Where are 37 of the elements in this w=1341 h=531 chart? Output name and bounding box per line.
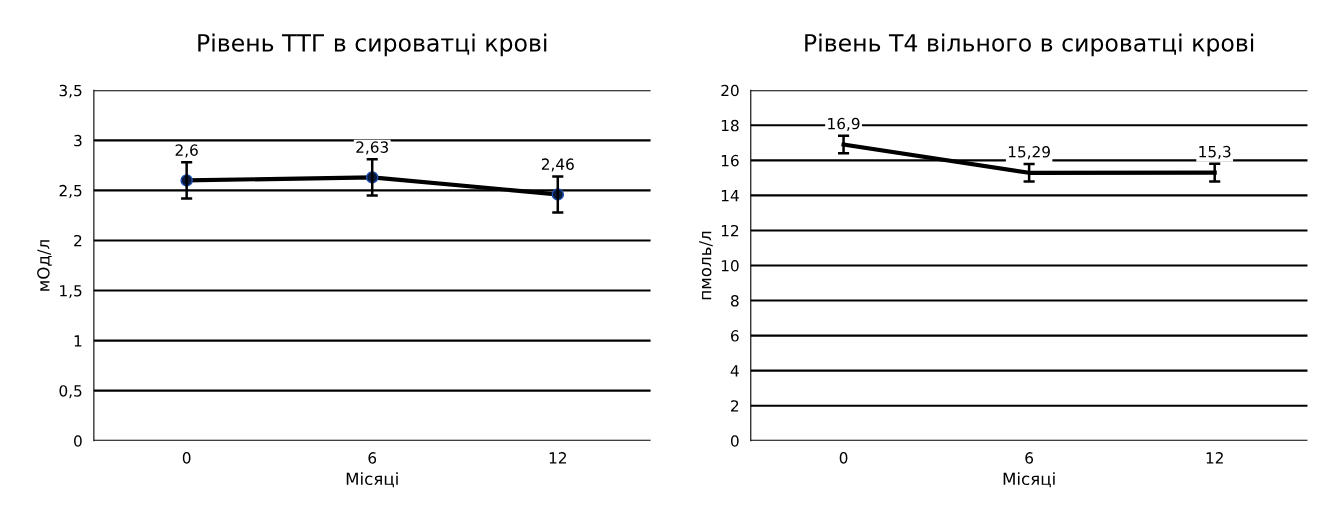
x-axis-title: Місяці bbox=[346, 472, 398, 488]
y-tick-label: 0 bbox=[730, 435, 739, 447]
x-tick-label: 6 bbox=[1025, 452, 1034, 464]
data-label: 2,46 bbox=[541, 158, 574, 172]
chart-title: Рівень ТТГ в сироватці крові bbox=[198, 33, 547, 57]
y-tick-label: 20 bbox=[721, 84, 739, 97]
y-tick-label: 14 bbox=[721, 190, 739, 202]
y-tick-label: 0 bbox=[74, 435, 82, 447]
y-tick-label: 4 bbox=[730, 365, 739, 377]
x-tick-label: 6 bbox=[368, 452, 377, 464]
x-tick-label: 12 bbox=[549, 452, 566, 464]
x-tick-label: 12 bbox=[1206, 452, 1223, 464]
y-tick-label: 2 bbox=[731, 400, 739, 412]
y-tick-label: 2,5 bbox=[59, 184, 82, 198]
y-tick-label: 1 bbox=[74, 335, 82, 347]
y-axis-title: пмоль/л bbox=[699, 231, 713, 300]
data-label: 2,6 bbox=[175, 144, 198, 158]
y-tick-label: 0,5 bbox=[59, 385, 82, 399]
y-tick-label: 3,5 bbox=[59, 84, 82, 98]
y-tick-label: 1,5 bbox=[60, 285, 82, 299]
data-label: 15,3 bbox=[1199, 145, 1231, 159]
y-tick-label: 10 bbox=[721, 259, 739, 272]
data-label: 2,63 bbox=[356, 141, 388, 155]
x-tick-label: 0 bbox=[839, 452, 848, 464]
x-tick-label: 0 bbox=[182, 452, 191, 464]
y-tick-label: 18 bbox=[721, 119, 739, 132]
data-label: 16,9 bbox=[828, 117, 860, 131]
y-tick-label: 3 bbox=[74, 134, 82, 147]
y-tick-label: 2 bbox=[74, 234, 82, 247]
x-axis-title: Місяці bbox=[1003, 472, 1055, 488]
y-tick-label: 12 bbox=[721, 224, 739, 237]
data-label: 15,29 bbox=[1008, 146, 1050, 160]
y-tick-label: 6 bbox=[731, 330, 739, 342]
y-tick-label: 16 bbox=[721, 154, 739, 167]
y-tick-label: 8 bbox=[730, 295, 739, 307]
y-axis-title: мОд/л bbox=[37, 240, 52, 291]
chart-title: Рівень Т4 вільного в сироватці крові bbox=[805, 33, 1254, 57]
